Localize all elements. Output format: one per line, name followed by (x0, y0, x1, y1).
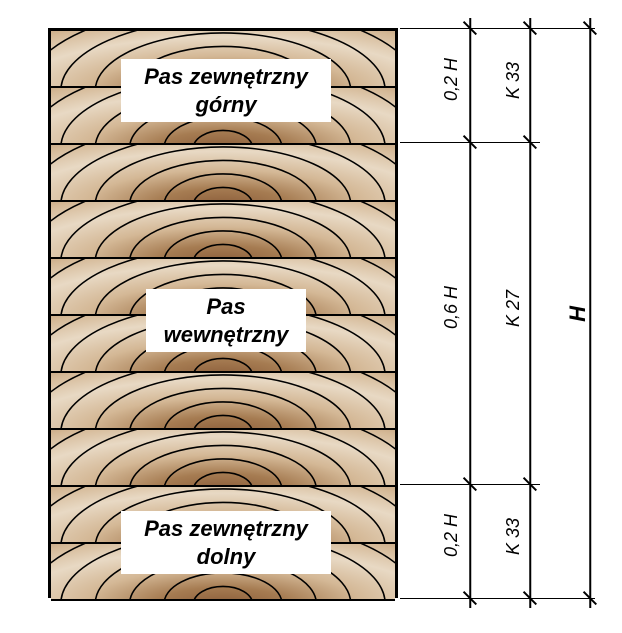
dim-tick (522, 134, 538, 150)
dim-label: 0,2 H (441, 58, 462, 101)
dim-col-height-fractions: 0,2 H 0,6 H 0,2 H (455, 28, 485, 598)
dim-tick (522, 590, 538, 606)
growth-rings (51, 373, 395, 428)
growth-rings (51, 430, 395, 485)
dim-tick (462, 590, 478, 606)
dim-label: 0,6 H (441, 286, 462, 329)
dim-label: 0,2 H (441, 514, 462, 557)
label-text: Pas zewnętrzny (144, 516, 308, 541)
growth-rings (51, 202, 395, 257)
label-inner: Pas wewnętrzny (146, 289, 306, 352)
lamella (51, 202, 395, 259)
dim-tick (522, 476, 538, 492)
label-text: Pas (206, 294, 245, 319)
label-text: Pas zewnętrzny (144, 64, 308, 89)
lamella (51, 430, 395, 487)
growth-rings (51, 145, 395, 200)
lamella (51, 145, 395, 202)
dim-label: H (565, 306, 591, 322)
dim-line (469, 18, 471, 608)
dimension-annotations: 0,2 H 0,6 H 0,2 H K 33 K 27 K 33 H (420, 28, 600, 598)
ext-line (400, 598, 595, 599)
label-text: wewnętrzny (164, 322, 289, 347)
lamella (51, 373, 395, 430)
dim-tick (582, 20, 598, 36)
dim-tick (462, 20, 478, 36)
dim-tick (582, 590, 598, 606)
label-outer-top: Pas zewnętrzny górny (121, 59, 331, 122)
dim-label: K 27 (503, 290, 524, 327)
dim-col-classes: K 33 K 27 K 33 (515, 28, 545, 598)
glulam-beam: Pas zewnętrzny górny Pas wewnętrzny Pas … (48, 28, 398, 598)
dim-tick (462, 476, 478, 492)
label-text: górny (195, 92, 256, 117)
label-outer-bottom: Pas zewnętrzny dolny (121, 511, 331, 574)
dim-label: K 33 (503, 62, 524, 99)
dim-col-total-height: H (575, 28, 605, 598)
ext-line (400, 28, 595, 29)
dim-label: K 33 (503, 518, 524, 555)
dim-line (529, 18, 531, 608)
dim-tick (462, 134, 478, 150)
dim-tick (522, 20, 538, 36)
label-text: dolny (197, 544, 256, 569)
